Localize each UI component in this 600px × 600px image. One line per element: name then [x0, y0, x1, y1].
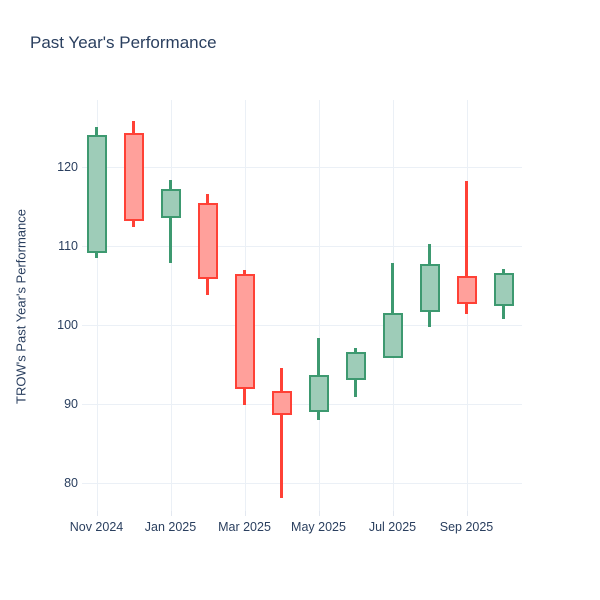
x-tick-label: Mar 2025	[218, 520, 271, 534]
x-tick-mark	[318, 511, 320, 516]
x-tick-label: Jan 2025	[144, 520, 197, 534]
x-tick-mark	[96, 511, 98, 516]
gridline-horizontal	[82, 482, 522, 484]
candle-body	[123, 133, 144, 222]
candle-body	[419, 264, 440, 313]
y-tick-label: 80	[64, 475, 78, 490]
gridline-horizontal	[82, 167, 522, 169]
gridline-horizontal	[82, 324, 522, 326]
candle-body	[234, 273, 255, 389]
gridline-vertical	[96, 100, 98, 511]
chart-title: Past Year's Performance	[30, 33, 217, 52]
plot-area[interactable]	[82, 100, 522, 511]
candle-body	[308, 374, 329, 413]
candle-wick	[280, 368, 283, 499]
x-tick-mark	[244, 511, 246, 516]
gridline-horizontal	[82, 245, 522, 247]
gridline-horizontal	[82, 403, 522, 405]
gridline-vertical	[170, 100, 172, 511]
x-tick-label: Jul 2025	[368, 520, 417, 534]
candle-body	[456, 275, 477, 304]
candle-body	[382, 312, 403, 358]
x-tick-label: May 2025	[291, 520, 346, 534]
candle-wick	[391, 262, 394, 358]
candle-wick	[169, 180, 172, 264]
x-tick-label: Nov 2024	[69, 520, 124, 534]
x-tick-mark	[392, 511, 394, 516]
x-tick-mark	[170, 511, 172, 516]
candle-body	[86, 134, 107, 254]
gridline-vertical	[318, 100, 320, 511]
candle-body	[160, 189, 181, 218]
y-axis-title: TROW's Past Year's Performance	[13, 209, 29, 404]
candle-body	[345, 351, 366, 381]
candle-body	[271, 391, 292, 415]
x-tick-label: Sep 2025	[439, 520, 494, 534]
x-tick-mark	[466, 511, 468, 516]
candle-body	[493, 272, 514, 306]
candle-body	[197, 203, 218, 280]
candle-wick	[465, 181, 468, 314]
